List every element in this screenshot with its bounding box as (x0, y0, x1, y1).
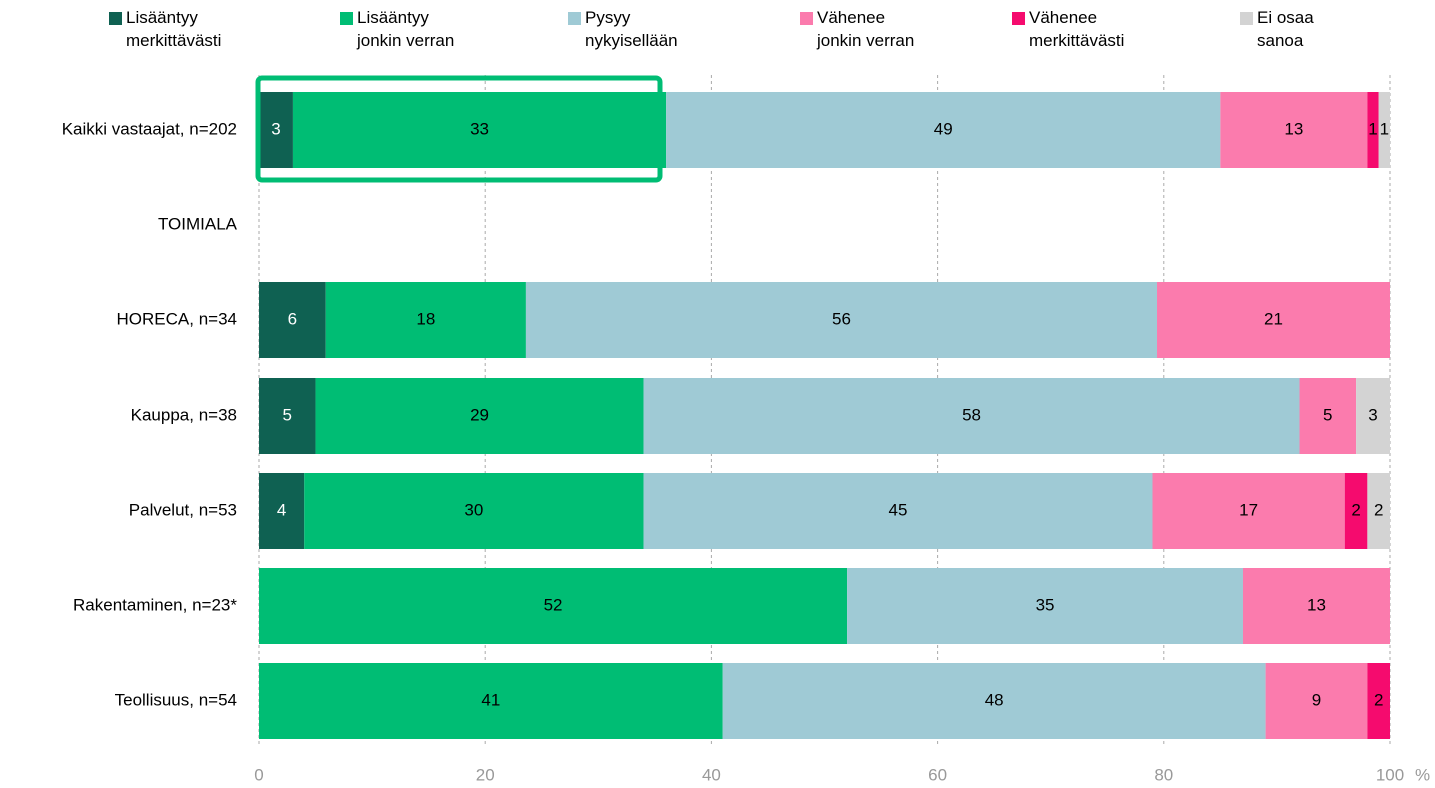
data-label: 2 (1351, 500, 1360, 519)
bar-segment (259, 473, 305, 549)
data-label: 58 (962, 405, 981, 424)
data-label: 13 (1284, 119, 1303, 138)
bar-segment (1367, 663, 1390, 739)
legend-label: Lisääntyy jonkin verran (357, 8, 455, 50)
bar-segment (847, 568, 1243, 644)
data-label: 2 (1374, 690, 1383, 709)
bar-segment (1367, 92, 1379, 168)
legend-swatch (340, 12, 353, 25)
x-tick-label: 20 (476, 765, 495, 784)
legend-label: Vähenee jonkin verran (817, 8, 915, 50)
x-tick-label: 40 (702, 765, 721, 784)
data-label: 41 (481, 690, 500, 709)
bar-segment (259, 568, 848, 644)
data-label: 5 (283, 405, 292, 424)
bar-segment (643, 473, 1153, 549)
highlight-box (255, 75, 663, 183)
x-tick-label: 100 (1376, 765, 1404, 784)
legend-swatch (1012, 12, 1025, 25)
x-tick-label: 60 (928, 765, 947, 784)
y-tick-label: Rakentaminen, n=23* (73, 595, 237, 614)
bar-segment (292, 92, 667, 168)
data-label: 56 (832, 309, 851, 328)
legend-label: Ei osaa sanoa (1257, 8, 1314, 50)
data-label: 6 (288, 309, 297, 328)
data-label: 33 (470, 119, 489, 138)
bar-segment (643, 378, 1300, 454)
bar-segment (259, 92, 293, 168)
data-label: 30 (464, 500, 483, 519)
bar-segment (1356, 378, 1390, 454)
data-label: 45 (889, 500, 908, 519)
bar-segment (259, 378, 316, 454)
y-tick-label: TOIMIALA (158, 214, 238, 233)
bar-segment (1220, 92, 1368, 168)
data-label: 4 (277, 500, 286, 519)
bar-segment (1299, 378, 1357, 454)
bar-segment (259, 282, 326, 358)
y-tick-label: Teollisuus, n=54 (115, 690, 237, 709)
bar-segment (1157, 282, 1390, 358)
bar-segment (1367, 473, 1390, 549)
bar-segment (1242, 568, 1390, 644)
data-label: 49 (934, 119, 953, 138)
data-label: 18 (416, 309, 435, 328)
data-label: 48 (985, 690, 1004, 709)
data-label: 52 (544, 595, 563, 614)
data-label: 35 (1036, 595, 1055, 614)
bar-segment (1265, 663, 1368, 739)
data-label: 3 (271, 119, 280, 138)
legend-swatch (109, 12, 122, 25)
x-tick-label: 80 (1154, 765, 1173, 784)
data-label: 13 (1307, 595, 1326, 614)
data-label: 21 (1264, 309, 1283, 328)
y-tick-label: Palvelut, n=53 (129, 500, 237, 519)
data-label: 2 (1374, 500, 1383, 519)
bar-segment (666, 92, 1221, 168)
legend-label: Lisääntyy merkittävästi (126, 8, 222, 50)
bar-segment (525, 282, 1158, 358)
legend-swatch (800, 12, 813, 25)
legend-swatch (568, 12, 581, 25)
legend-label: Vähenee merkittävästi (1029, 8, 1125, 50)
y-tick-label: HORECA, n=34 (117, 309, 237, 328)
legend-label: Pysyy nykyisellään (585, 8, 678, 50)
legend-swatch (1240, 12, 1253, 25)
data-label: 1 (1380, 119, 1389, 138)
x-tick-label: 0 (254, 765, 263, 784)
data-label: 1 (1368, 119, 1377, 138)
bar-segment (1378, 92, 1390, 168)
y-tick-label: Kauppa, n=38 (131, 405, 237, 424)
bar-segment (325, 282, 526, 358)
data-label: 9 (1312, 690, 1321, 709)
bar-segment (304, 473, 644, 549)
bar-segment (1344, 473, 1368, 549)
bar-segment (259, 663, 723, 739)
data-label: 17 (1239, 500, 1258, 519)
bar-segment (722, 663, 1266, 739)
y-tick-label: Kaikki vastaajat, n=202 (62, 119, 237, 138)
bar-segment (1152, 473, 1345, 549)
x-axis-label: % (1415, 765, 1430, 784)
data-label: 29 (470, 405, 489, 424)
bar-segment (315, 378, 644, 454)
data-label: 5 (1323, 405, 1332, 424)
data-label: 3 (1368, 405, 1377, 424)
